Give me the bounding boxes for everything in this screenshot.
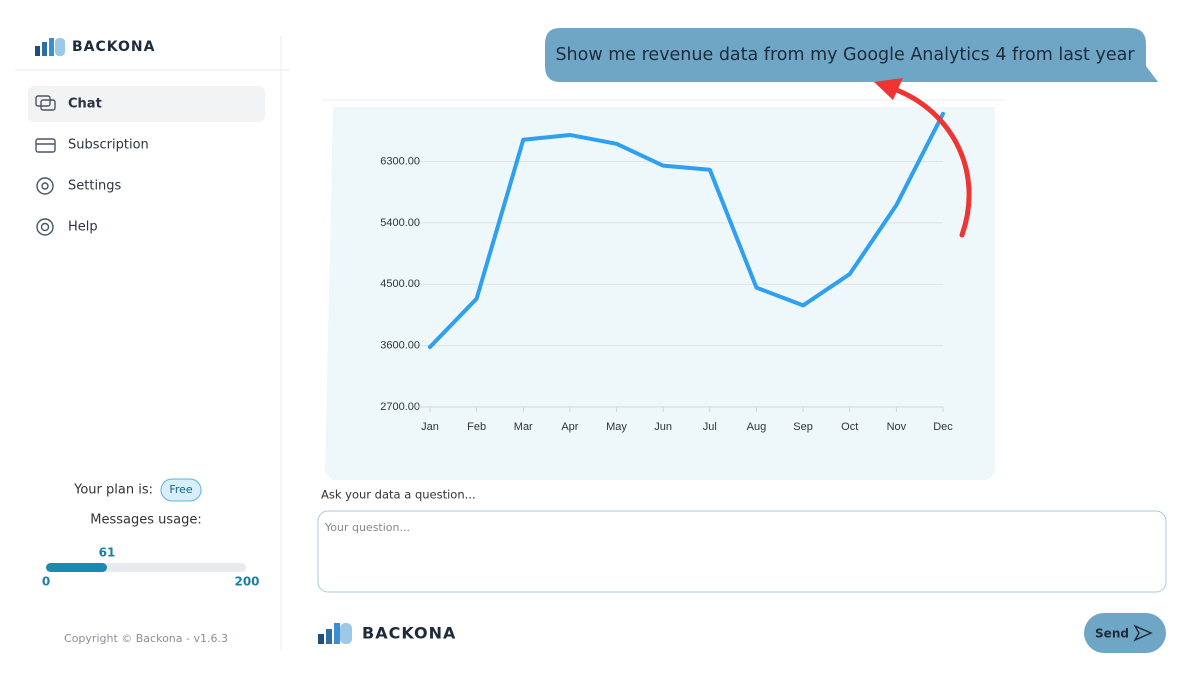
x-tick-label: Mar	[514, 421, 533, 433]
send-button[interactable]	[1084, 613, 1166, 653]
x-tick-label: Jan	[421, 421, 439, 433]
plan-label: Your plan is:	[73, 483, 153, 498]
x-tick-label: May	[606, 421, 627, 433]
nav-icons	[35, 95, 56, 236]
annotation-arrow	[882, 83, 972, 238]
plan-pill	[160, 478, 202, 502]
y-tick-label: 3600.00	[380, 340, 420, 352]
y-tick-label: 5400.00	[380, 217, 420, 229]
question-input[interactable]	[317, 510, 1167, 593]
sidebar: BACKONA Chat Subscription Settings Help …	[15, 36, 290, 650]
nav-active	[28, 86, 265, 122]
brand: BACKONA	[362, 624, 456, 643]
send-icon	[1133, 624, 1153, 642]
chart: 2700.00 3600.00 4500.00 5400.00 6300.00 Jan Fe…	[380, 111, 953, 433]
nav-item[interactable]: Subscription	[68, 138, 149, 153]
x-tick-label: Aug	[747, 421, 767, 433]
usage-min: 0	[42, 575, 50, 589]
nav: Chat Subscription Settings Help	[68, 97, 149, 235]
y-tick-label: 2700.00	[380, 401, 420, 413]
logo-icon	[35, 38, 65, 56]
x-tick-label: Jun	[654, 421, 672, 433]
annotation-arrowhead	[874, 78, 903, 100]
x-tick-label: Oct	[841, 421, 858, 433]
user-bubble	[545, 28, 1158, 82]
user-message: Show me revenue data from my Google Anal…	[555, 45, 1135, 65]
chart-card	[325, 107, 995, 480]
usage-fill	[46, 563, 107, 572]
nav-item[interactable]: Chat	[68, 97, 102, 112]
usage-max: 200	[234, 575, 259, 589]
y-tick-label: 6300.00	[380, 155, 420, 167]
placeholder: Your question...	[324, 521, 410, 534]
x-tick-label: Apr	[561, 421, 578, 433]
logo-icon	[318, 623, 352, 644]
x-tick-label: Feb	[467, 421, 486, 433]
nav-item[interactable]: Settings	[68, 179, 122, 194]
x-tick-label: Sep	[793, 421, 813, 433]
send-label: Send	[1095, 627, 1129, 641]
brand: BACKONA	[72, 39, 155, 55]
x-tick-label: Nov	[887, 421, 907, 433]
prompt-label: Ask your data a question...	[321, 488, 476, 502]
usage-value: 61	[99, 546, 116, 560]
copyright: Copyright © Backona - v1.6.3	[64, 632, 228, 645]
x-tick-label: Jul	[703, 421, 717, 433]
usage-bar: 61 0 200	[42, 546, 260, 589]
usage-label: Messages usage:	[90, 513, 202, 528]
plan: Free	[169, 483, 193, 496]
y-tick-label: 4500.00	[380, 278, 420, 290]
line-series	[428, 111, 945, 349]
x-tick-label: Dec	[933, 421, 953, 433]
nav-item[interactable]: Help	[68, 220, 98, 235]
